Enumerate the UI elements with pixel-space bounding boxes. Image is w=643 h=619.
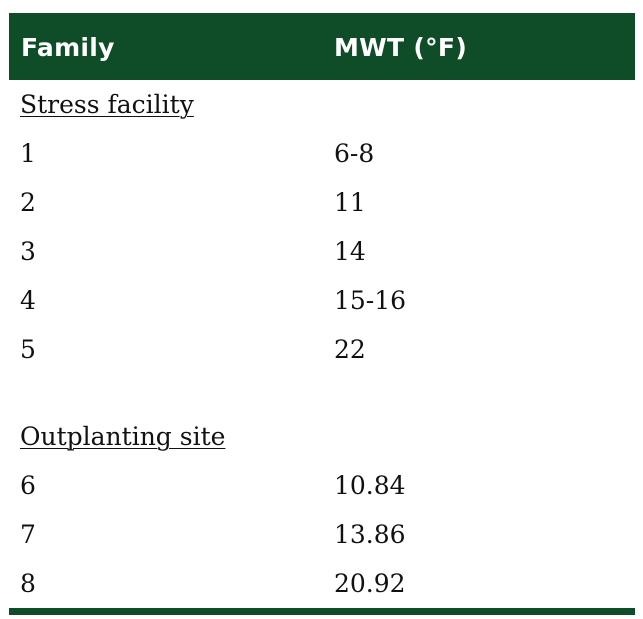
family-cell: 3 bbox=[20, 237, 36, 266]
table-row: 5 22 bbox=[9, 325, 635, 374]
table-row: 3 14 bbox=[9, 227, 635, 276]
table-row: 8 20.92 bbox=[9, 559, 635, 608]
family-cell: 4 bbox=[20, 286, 36, 315]
mwt-cell: 13.86 bbox=[334, 520, 406, 549]
family-cell: 7 bbox=[20, 520, 36, 549]
family-cell: 8 bbox=[20, 569, 36, 598]
family-cell: 6 bbox=[20, 471, 36, 500]
mwt-cell: 22 bbox=[334, 335, 366, 364]
mwt-cell: 20.92 bbox=[334, 569, 406, 598]
table-row: 7 13.86 bbox=[9, 510, 635, 559]
header-mwt: MWT (°F) bbox=[334, 33, 468, 62]
section-label: Stress facility bbox=[20, 90, 194, 119]
section-stress-facility: Stress facility bbox=[9, 80, 635, 129]
data-table: Family MWT (°F) Stress facility 1 6-8 2 … bbox=[9, 13, 635, 615]
mwt-cell: 6-8 bbox=[334, 139, 375, 168]
table-row: 6 10.84 bbox=[9, 461, 635, 510]
family-cell: 1 bbox=[20, 139, 36, 168]
table-row: 4 15-16 bbox=[9, 276, 635, 325]
section-label: Outplanting site bbox=[20, 422, 226, 451]
section-outplanting-site: Outplanting site bbox=[9, 412, 635, 461]
mwt-cell: 10.84 bbox=[334, 471, 406, 500]
family-cell: 2 bbox=[20, 188, 36, 217]
family-cell: 5 bbox=[20, 335, 36, 364]
mwt-cell: 11 bbox=[334, 188, 366, 217]
mwt-cell: 14 bbox=[334, 237, 366, 266]
bottom-rule bbox=[9, 608, 635, 615]
mwt-cell: 15-16 bbox=[334, 286, 407, 315]
section-spacer bbox=[9, 374, 635, 412]
header-family: Family bbox=[21, 33, 115, 62]
table-row: 1 6-8 bbox=[9, 129, 635, 178]
table-header: Family MWT (°F) bbox=[9, 13, 635, 80]
table-row: 2 11 bbox=[9, 178, 635, 227]
